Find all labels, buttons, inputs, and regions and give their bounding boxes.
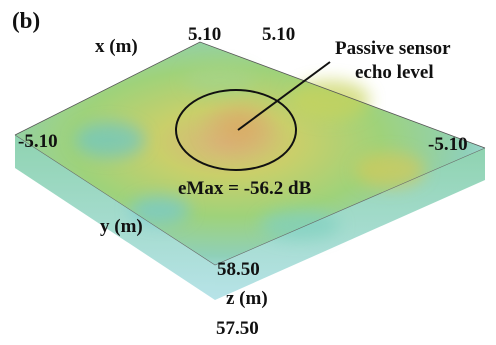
slab-edge — [14, 134, 486, 266]
x-tick-label: 5.10 — [262, 24, 295, 45]
y-tick-label: -5.10 — [18, 131, 58, 152]
annotation-line: echo level — [355, 62, 434, 83]
slab-right-side — [215, 148, 485, 300]
callout-line — [237, 61, 331, 131]
annotation-line: Passive sensor — [335, 38, 451, 59]
highlight-ellipse — [175, 89, 297, 171]
z-tick-label: 57.50 — [216, 318, 259, 339]
slab-left-side — [15, 135, 215, 300]
x-tick-label: 5.10 — [188, 24, 221, 45]
annotation-measure: eMax = -56.2 dB — [178, 178, 312, 199]
z-tick-label: 58.50 — [217, 259, 260, 280]
y-tick-label: -5.10 — [428, 134, 468, 155]
y-axis-label: y (m) — [100, 216, 143, 237]
x-axis-label: x (m) — [95, 36, 138, 57]
z-axis-label: z (m) — [226, 288, 268, 309]
slab-edge — [14, 41, 486, 149]
panel-label: (b) — [12, 8, 40, 33]
